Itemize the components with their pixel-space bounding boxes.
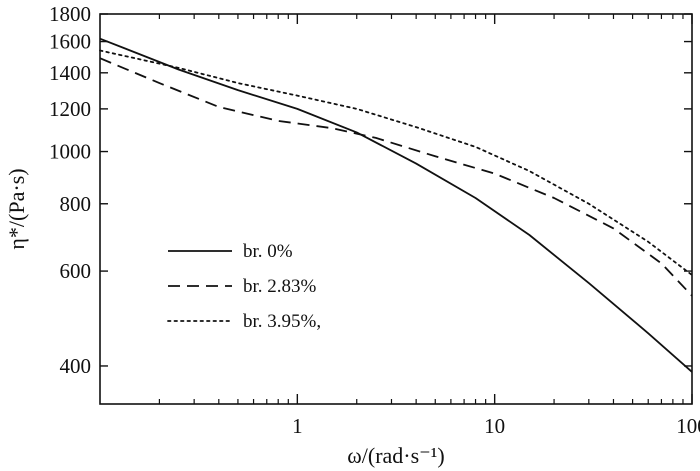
y-tick-label: 1000 xyxy=(49,140,91,164)
x-tick-label: 1 xyxy=(292,414,303,438)
x-tick-label: 100 xyxy=(676,414,700,438)
y-tick-label: 1600 xyxy=(49,30,91,54)
series-line-1 xyxy=(99,37,693,373)
x-tick-label: 10 xyxy=(484,414,505,438)
legend-label-2: br. 2.83% xyxy=(243,276,317,297)
ticks-layer: 1 10 100 400 600 800 1000 1200 1400 1600 1800 xyxy=(49,2,700,438)
axis-title-layer: ω/(rad·s⁻¹) η*/(Pa·s) xyxy=(4,168,445,468)
y-tick-label: 1200 xyxy=(49,97,91,121)
legend-label-3: br. 3.95%, xyxy=(243,311,321,332)
x-axis-title: ω/(rad·s⁻¹) xyxy=(347,443,444,468)
y-tick-label: 1400 xyxy=(49,61,91,85)
y-tick-label: 600 xyxy=(60,259,92,283)
plot-frame-layer xyxy=(99,13,693,405)
series-layer xyxy=(99,37,693,373)
y-tick-label: 400 xyxy=(60,354,92,378)
series-line-3 xyxy=(99,49,693,276)
y-axis-title: η*/(Pa·s) xyxy=(4,168,29,249)
legend: br. 0% br. 2.83% br. 3.95%, xyxy=(167,241,321,332)
y-tick-label: 800 xyxy=(60,192,92,216)
legend-label-1: br. 0% xyxy=(243,241,293,262)
y-tick-label: 1800 xyxy=(49,2,91,26)
series-line-2 xyxy=(99,57,693,297)
plot-frame xyxy=(99,13,693,405)
